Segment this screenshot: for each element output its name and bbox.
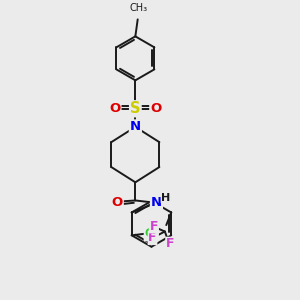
- Text: O: O: [109, 102, 121, 115]
- Text: O: O: [112, 196, 123, 209]
- Text: O: O: [150, 102, 161, 115]
- Text: N: N: [151, 196, 162, 209]
- Text: S: S: [130, 101, 141, 116]
- Text: CH₃: CH₃: [129, 3, 147, 13]
- Text: F: F: [148, 232, 157, 244]
- Text: F: F: [166, 237, 174, 250]
- Text: F: F: [149, 220, 158, 233]
- Text: Cl: Cl: [145, 227, 158, 240]
- Text: H: H: [161, 193, 170, 202]
- Text: N: N: [130, 120, 141, 134]
